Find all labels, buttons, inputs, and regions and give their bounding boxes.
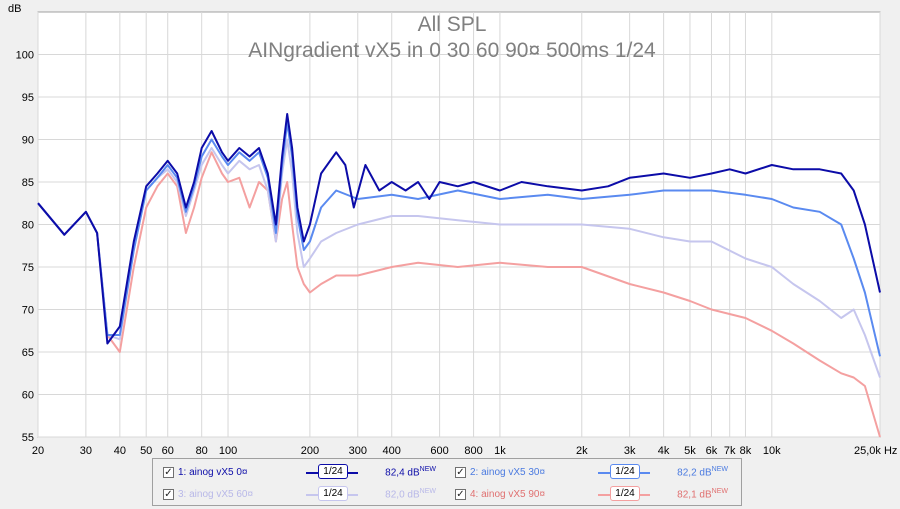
- smoothing-value-2: 1/24: [610, 464, 640, 479]
- legend-level-4: 82,1 dBNEW: [677, 487, 728, 501]
- y-tick-label: 95: [22, 92, 34, 104]
- x-tick-label: 25,0k Hz: [854, 445, 897, 457]
- legend-checkbox-1[interactable]: ✓: [163, 466, 174, 478]
- x-tick-label: 800: [464, 445, 482, 457]
- legend-label-1: 1: ainog vX5 0¤: [178, 466, 248, 478]
- y-tick-label: 100: [16, 50, 34, 62]
- x-tick-label: 60: [162, 445, 174, 457]
- legend-checkbox-3[interactable]: ✓: [163, 488, 174, 500]
- y-tick-label: 80: [22, 220, 34, 232]
- legend-level-1: 82,4 dBNEW: [385, 465, 436, 479]
- smoothing-control-4[interactable]: 1/24: [598, 486, 650, 502]
- y-tick-label: 55: [22, 432, 34, 444]
- x-tick-label: 2k: [576, 445, 588, 457]
- series-line-1: [37, 113, 881, 345]
- y-tick-label: 70: [22, 305, 34, 317]
- legend-label-2: 2: ainog vX5 30¤: [470, 466, 546, 478]
- legend-item-3[interactable]: ✓ 3: ainog vX5 60¤ 1/24 82,0 dBNEW: [163, 484, 436, 504]
- chart-subtitle: AINgradient vX5 in 0 30 60 90¤ 500ms 1/2…: [248, 39, 656, 62]
- y-tick-label: 85: [22, 177, 34, 189]
- y-tick-label: 60: [22, 390, 34, 402]
- y-tick-label: 90: [22, 135, 34, 147]
- y-axis-label: dB: [8, 3, 21, 15]
- smoothing-value-1: 1/24: [318, 464, 348, 479]
- series-lines: [37, 113, 881, 438]
- x-tick-label: 30: [80, 445, 92, 457]
- x-tick-label: 100: [219, 445, 237, 457]
- smoothing-control-3[interactable]: 1/24: [306, 486, 358, 502]
- legend-label-4: 4: ainog vX5 90¤: [470, 488, 546, 500]
- spl-chart: 55 60 65 70 75 80 85 90 95 100 20 30 40 50 60 80 100 200…: [8, 3, 898, 457]
- x-tick-label: 8k: [740, 445, 752, 457]
- smoothing-value-3: 1/24: [318, 486, 348, 501]
- x-tick-label: 40: [114, 445, 126, 457]
- legend-checkbox-2[interactable]: ✓: [455, 466, 466, 478]
- x-tick-label: 20: [32, 445, 44, 457]
- legend-level-3: 82,0 dBNEW: [385, 487, 436, 501]
- legend-level-2: 82,2 dBNEW: [677, 465, 728, 479]
- smoothing-value-4: 1/24: [610, 486, 640, 501]
- y-tick-label: 65: [22, 347, 34, 359]
- x-tick-label: 6k: [706, 445, 718, 457]
- x-tick-label: 300: [349, 445, 367, 457]
- x-tick-label: 5k: [684, 445, 696, 457]
- legend-item-1[interactable]: ✓ 1: ainog vX5 0¤ 1/24 82,4 dBNEW: [163, 462, 436, 482]
- x-tick-label: 10k: [763, 445, 781, 457]
- legend-item-4[interactable]: ✓ 4: ainog vX5 90¤ 1/24 82,1 dBNEW: [455, 484, 728, 504]
- smoothing-control-1[interactable]: 1/24: [306, 464, 358, 480]
- x-tick-label: 200: [301, 445, 319, 457]
- x-axis-ticks: 20 30 40 50 60 80 100 200 300 400 600 800 1k 2k 3k 4k 5k…: [32, 445, 898, 457]
- y-tick-label: 75: [22, 262, 34, 274]
- chart-title: All SPL: [418, 13, 487, 36]
- x-tick-label: 600: [430, 445, 448, 457]
- x-tick-label: 4k: [658, 445, 670, 457]
- x-tick-label: 400: [383, 445, 401, 457]
- x-tick-label: 7k: [724, 445, 736, 457]
- x-tick-label: 80: [196, 445, 208, 457]
- series-line-4: [37, 151, 881, 438]
- legend: ✓ 1: ainog vX5 0¤ 1/24 82,4 dBNEW ✓ 2: a…: [152, 458, 742, 506]
- x-tick-label: 3k: [624, 445, 636, 457]
- legend-item-2[interactable]: ✓ 2: ainog vX5 30¤ 1/24 82,2 dBNEW: [455, 462, 728, 482]
- smoothing-control-2[interactable]: 1/24: [598, 464, 650, 480]
- legend-label-3: 3: ainog vX5 60¤: [178, 488, 254, 500]
- legend-checkbox-4[interactable]: ✓: [455, 488, 466, 500]
- y-axis-ticks: 55 60 65 70 75 80 85 90 95 100: [16, 50, 34, 445]
- x-tick-label: 1k: [494, 445, 506, 457]
- x-tick-label: 50: [140, 445, 152, 457]
